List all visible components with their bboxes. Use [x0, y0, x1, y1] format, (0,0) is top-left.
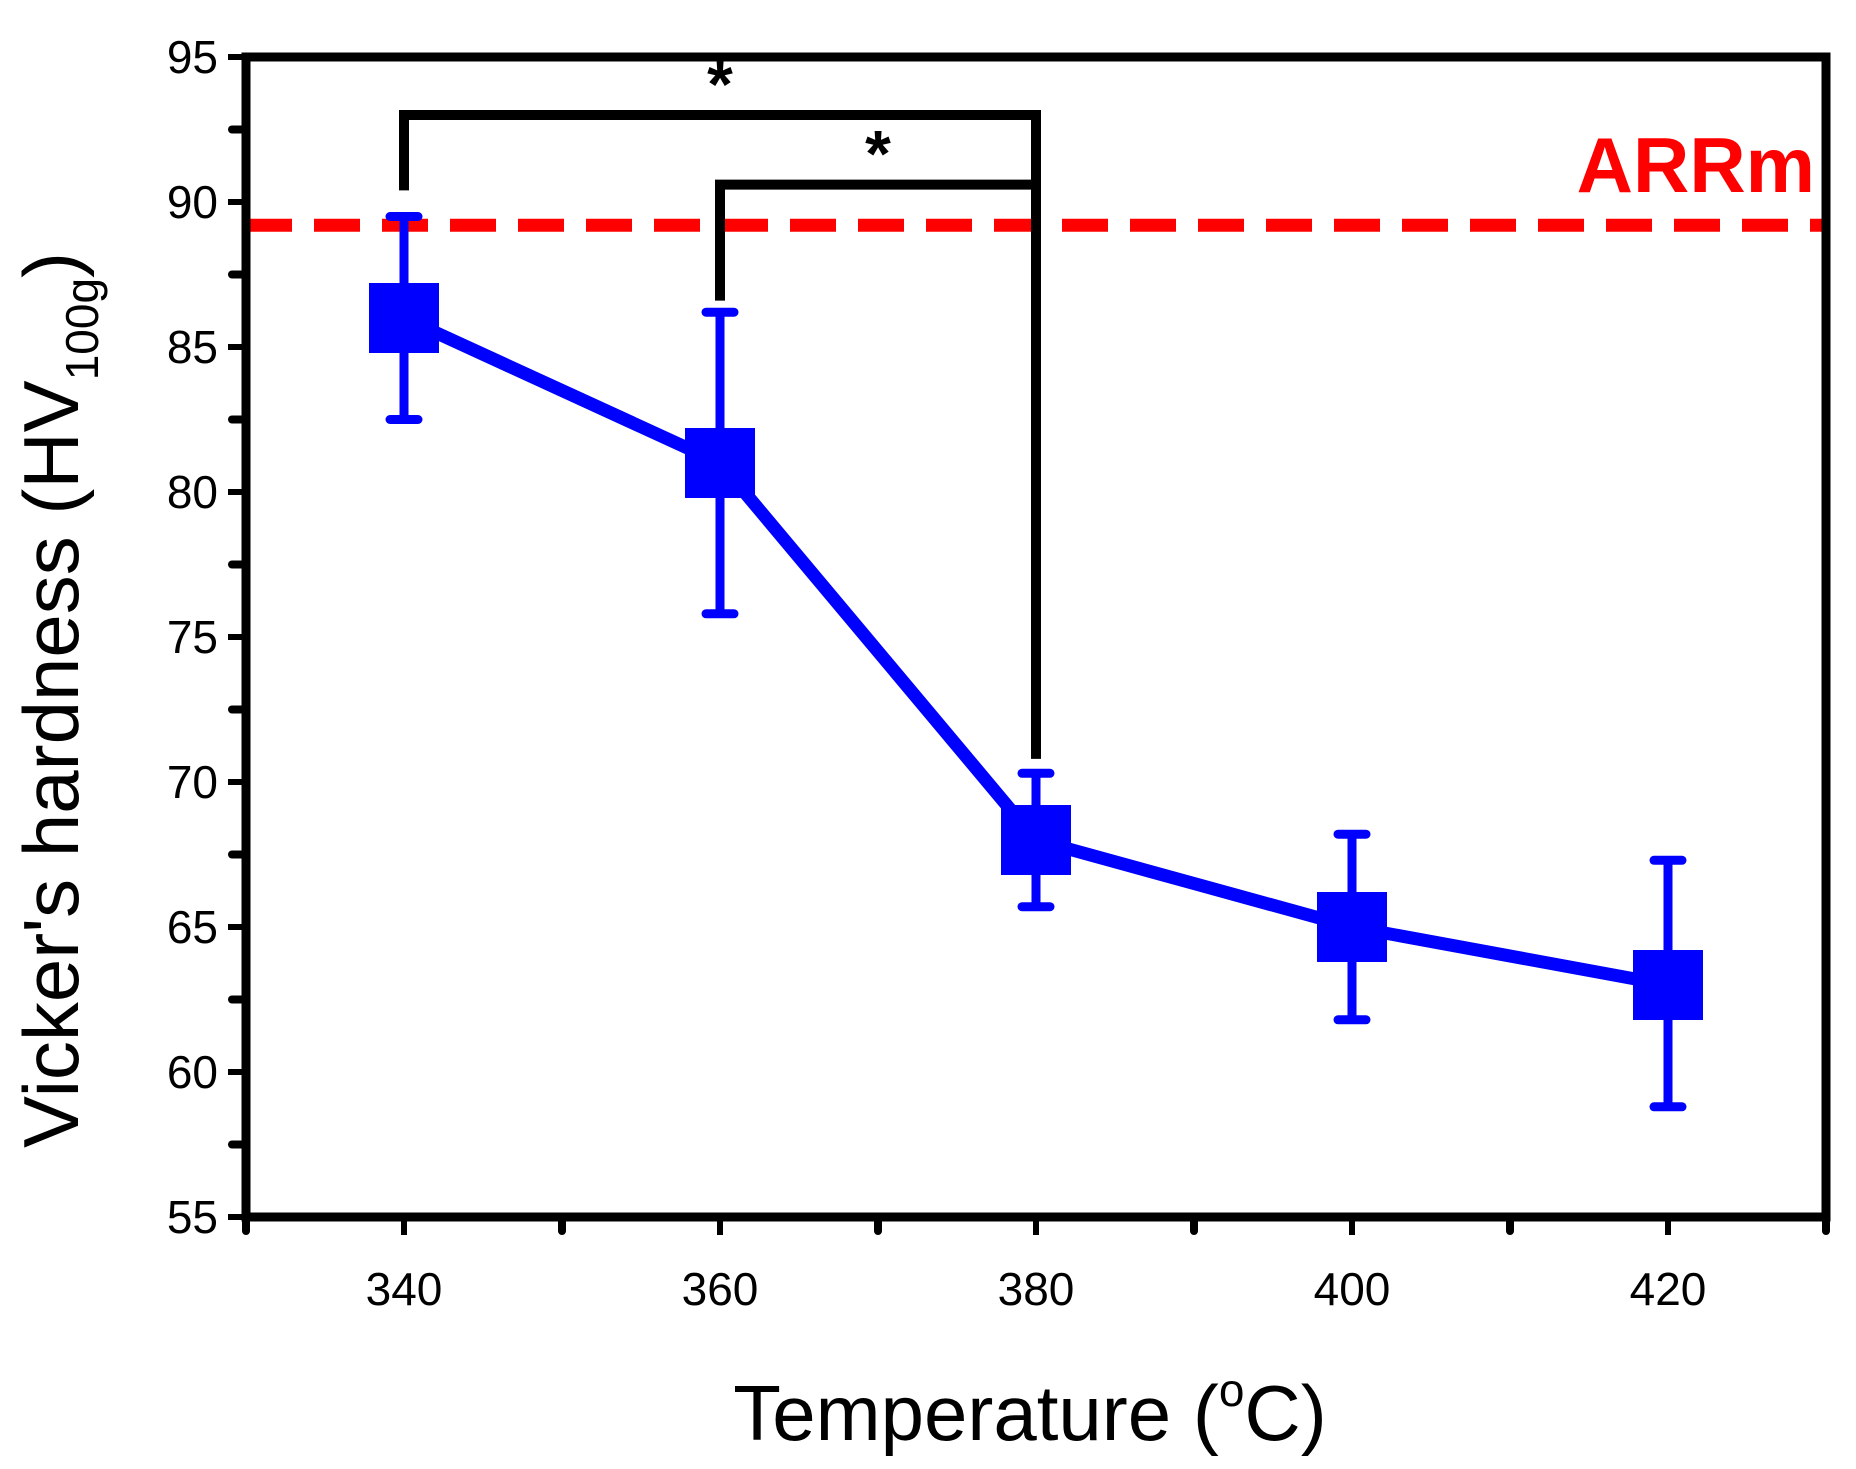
data-point-400	[1317, 892, 1387, 962]
y-tick-label-75: 75	[167, 611, 218, 663]
x-tick-label-400: 400	[1314, 1263, 1391, 1315]
x-tick-label-380: 380	[998, 1263, 1075, 1315]
data-point-380	[1001, 805, 1071, 875]
y-tick-label-90: 90	[167, 176, 218, 228]
y-tick-label-55: 55	[167, 1191, 218, 1243]
tick-layer: 340 360 380 400 420 55 60 65 70 75 80 85 90 95	[167, 31, 1830, 1315]
x-tick-label-420: 420	[1630, 1263, 1707, 1315]
x-tick-label-360: 360	[682, 1263, 759, 1315]
plot-layer: **	[246, 47, 1826, 1112]
significance-bracket-1	[715, 179, 1041, 759]
data-point-340	[369, 283, 439, 353]
data-point-360	[685, 428, 755, 498]
label-layer: Temperature (oC) Vicker's hardness (HV10…	[7, 121, 1815, 1457]
x-tick-label-340: 340	[366, 1263, 443, 1315]
data-point-420	[1633, 950, 1703, 1020]
reference-line-label: ARRm	[1577, 121, 1815, 209]
y-tick-label-65: 65	[167, 901, 218, 953]
y-tick-label-60: 60	[167, 1046, 218, 1098]
x-axis-title: Temperature (oC)	[733, 1364, 1326, 1457]
y-tick-label-80: 80	[167, 466, 218, 518]
significance-star-1: *	[865, 117, 891, 191]
y-tick-label-95: 95	[167, 31, 218, 83]
y-axis-title: Vicker's hardness (HV100g)	[7, 252, 108, 1148]
y-tick-label-85: 85	[167, 321, 218, 373]
y-tick-label-70: 70	[167, 756, 218, 808]
